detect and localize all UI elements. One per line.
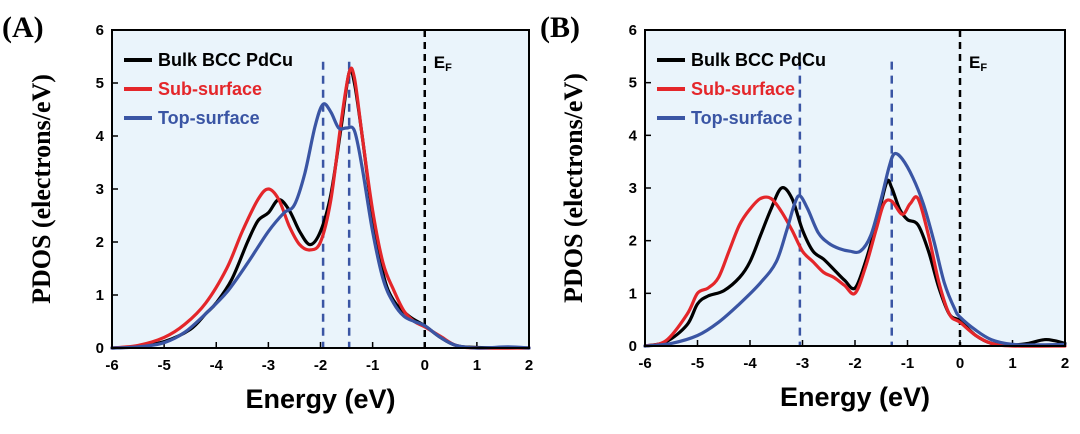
fermi-label-sub: F xyxy=(980,62,987,74)
x-axis-label: Energy (eV) xyxy=(780,382,930,412)
series-line xyxy=(643,195,1067,348)
x-tick-label: -2 xyxy=(314,357,327,374)
plot-background xyxy=(645,30,1065,346)
x-tick-label: -3 xyxy=(796,355,809,372)
legend-label: Sub-surface xyxy=(158,79,262,99)
y-tick-label: 5 xyxy=(629,75,637,92)
legend-label: Bulk BCC PdCu xyxy=(691,50,826,70)
x-tick-label: 0 xyxy=(956,355,964,372)
x-tick-label: -2 xyxy=(848,355,861,372)
fermi-label-sub: F xyxy=(445,62,452,74)
x-tick-label: 2 xyxy=(1061,355,1069,372)
x-tick-label: -5 xyxy=(157,357,170,374)
y-tick-label: 4 xyxy=(96,128,105,145)
series-line xyxy=(110,102,531,350)
x-tick-label: 2 xyxy=(525,357,533,374)
y-tick-label: 1 xyxy=(96,287,104,304)
x-tick-label: 1 xyxy=(1008,355,1016,372)
x-tick-label: 0 xyxy=(421,357,429,374)
fermi-label: EF xyxy=(969,53,987,74)
y-tick-label: 2 xyxy=(629,233,637,250)
y-tick-label: 0 xyxy=(96,340,104,357)
x-tick-label: -6 xyxy=(105,357,118,374)
x-tick-label: -5 xyxy=(691,355,704,372)
y-tick-label: 0 xyxy=(629,338,637,355)
y-tick-label: 1 xyxy=(629,285,637,302)
plot-background xyxy=(112,30,529,348)
x-tick-label: -4 xyxy=(210,357,224,374)
x-tick-label: -1 xyxy=(901,355,914,372)
y-tick-label: 3 xyxy=(629,180,637,197)
y-tick-label: 6 xyxy=(629,22,637,39)
y-tick-label: 5 xyxy=(96,75,104,92)
panel-label: (A) xyxy=(2,11,44,44)
panel-label: (B) xyxy=(540,11,580,44)
x-tick-label: -4 xyxy=(743,355,757,372)
plot-frame xyxy=(111,29,530,349)
series-line xyxy=(643,151,1067,348)
fermi-label-main: E xyxy=(969,53,980,72)
x-tick-label: -6 xyxy=(638,355,651,372)
y-tick-label: 3 xyxy=(96,181,104,198)
x-axis-label: Energy (eV) xyxy=(245,384,395,414)
legend-label: Bulk BCC PdCu xyxy=(158,50,293,70)
legend-label: Top-surface xyxy=(158,108,260,128)
fermi-label-main: E xyxy=(434,53,445,72)
legend-label: Top-surface xyxy=(691,108,793,128)
x-tick-label: -1 xyxy=(366,357,379,374)
y-axis-label: PDOS (electrons/eV) xyxy=(559,73,588,303)
legend-label: Sub-surface xyxy=(691,79,795,99)
y-tick-label: 6 xyxy=(96,22,104,39)
y-tick-label: 4 xyxy=(629,127,638,144)
panel-a: (A) 0 1 2 3 4 5 6 -6 -5 -4 -3 -2 -1 0 1 2 Energy (eV) PDOS… xyxy=(2,11,533,414)
x-tick-label: -3 xyxy=(262,357,275,374)
y-axis-label: PDOS (electrons/eV) xyxy=(27,74,56,304)
plot-frame xyxy=(644,29,1066,347)
x-tick-label: 1 xyxy=(473,357,481,374)
panel-b: (B) 0 1 2 3 4 5 6 -6 -5 -4 -3 -2 -1 0 1 2 Energy (eV) PDOS… xyxy=(540,11,1069,412)
fermi-label: EF xyxy=(434,53,452,74)
y-tick-label: 2 xyxy=(96,234,104,251)
